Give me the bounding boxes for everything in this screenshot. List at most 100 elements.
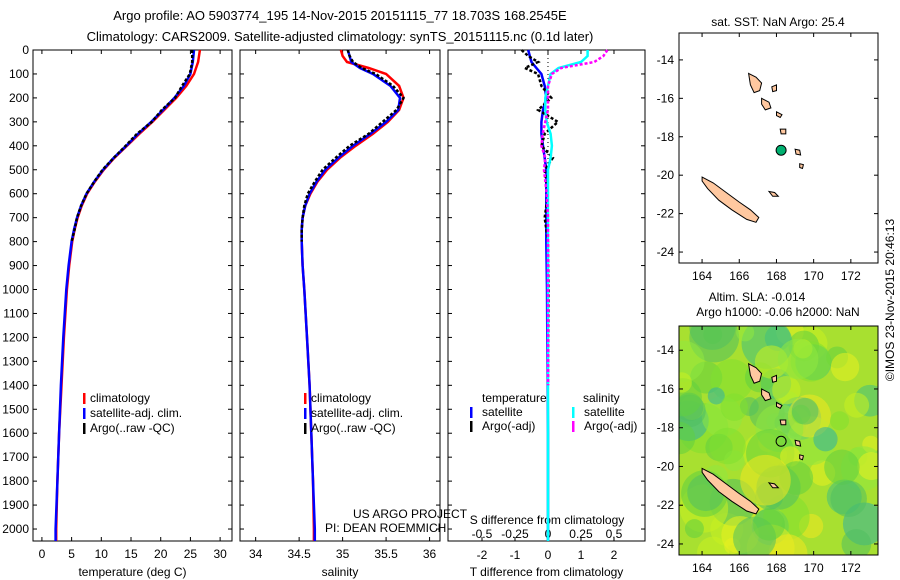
y-tick-label: 1800 bbox=[2, 474, 29, 488]
island bbox=[799, 454, 804, 461]
series-line-t-argo-adj- bbox=[520, 49, 560, 386]
temperature-panel: 0 5 10 15 20 25 30 temperature (deg C) 0 100 200 30… bbox=[2, 43, 233, 579]
map-frame bbox=[678, 325, 879, 556]
x2-tick-label: -0.5 bbox=[472, 527, 493, 541]
legend-label: satellite bbox=[482, 405, 523, 419]
sla-heatmap bbox=[679, 326, 878, 555]
y-tick-label: 400 bbox=[9, 139, 29, 153]
legend-label: climatology bbox=[311, 391, 371, 405]
y-tick-label: 900 bbox=[9, 259, 29, 273]
legend-swatch bbox=[470, 407, 473, 418]
y-tick-label: 2000 bbox=[2, 522, 29, 536]
legend-label: Argo(..raw -QC) bbox=[90, 421, 175, 435]
island bbox=[779, 419, 787, 426]
y-tick-label: 1100 bbox=[3, 306, 29, 320]
lat-tick-label: -18 bbox=[657, 421, 675, 435]
legend-label: Argo(..raw -QC) bbox=[311, 421, 396, 435]
heatmap-cell bbox=[844, 392, 870, 418]
x-axis-label: temperature (deg C) bbox=[78, 565, 186, 579]
x-tick-label: 35 bbox=[336, 547, 350, 561]
legend-swatch bbox=[83, 393, 86, 404]
x-tick-label: 34 bbox=[249, 547, 263, 561]
island bbox=[776, 401, 783, 409]
island bbox=[747, 72, 763, 94]
lon-tick-label: 166 bbox=[729, 561, 749, 575]
lon-tick-label: 170 bbox=[804, 269, 824, 283]
lat-tick-label: -22 bbox=[657, 498, 675, 512]
y-tick-label: 1700 bbox=[2, 450, 29, 464]
legend-label: Argo(-adj) bbox=[482, 419, 535, 433]
heatmap-cell bbox=[813, 427, 838, 452]
series-line-s-satellite bbox=[544, 50, 589, 541]
heatmap-cell bbox=[753, 508, 785, 541]
plot-frame bbox=[32, 49, 233, 542]
lat-tick-label: -18 bbox=[657, 130, 675, 144]
x-tick-label: 1 bbox=[578, 548, 585, 562]
lat-tick-label: -20 bbox=[657, 459, 675, 473]
argo-float-marker bbox=[775, 435, 787, 447]
lon-tick-label: 172 bbox=[841, 561, 861, 575]
legend-swatch bbox=[304, 423, 307, 434]
island bbox=[761, 97, 772, 111]
figure-title-line1: Argo profile: AO 5903774_195 14-Nov-2015… bbox=[113, 8, 567, 23]
y-tick-label: 500 bbox=[9, 163, 29, 177]
series-line-satellite-adj-clim- bbox=[54, 49, 196, 541]
project-label: US ARGO PROJECT bbox=[353, 507, 468, 521]
series-line-climatology bbox=[300, 49, 405, 541]
y-tick-label: 0 bbox=[22, 43, 29, 57]
legend-swatch bbox=[83, 423, 86, 434]
series-line-t-satellite bbox=[526, 49, 550, 541]
legend-label: satellite bbox=[584, 405, 625, 419]
credit-label: ©IMOS 23-Nov-2015 20:46:13 bbox=[883, 219, 897, 382]
y-tick-label: 600 bbox=[9, 187, 29, 201]
plot-frame bbox=[239, 49, 441, 542]
x2-tick-label: 0.5 bbox=[606, 527, 623, 541]
island bbox=[776, 110, 783, 119]
legend-swatch bbox=[572, 407, 575, 418]
sla-map-title-line1: Altim. SLA: -0.014 bbox=[709, 290, 806, 304]
y-tick-label: 800 bbox=[9, 235, 29, 249]
x-tick-label: 25 bbox=[184, 547, 198, 561]
y-tick-label: 1300 bbox=[2, 354, 29, 368]
heatmap-cell bbox=[768, 534, 808, 555]
y-tick-label: 1900 bbox=[2, 498, 29, 512]
heatmap-cell bbox=[679, 421, 696, 455]
heatmap-cell bbox=[707, 387, 725, 405]
lat-tick-label: -24 bbox=[657, 245, 675, 259]
sla-map-title-line2: Argo h1000: -0.06 h2000: NaN bbox=[696, 305, 859, 319]
island bbox=[701, 176, 760, 223]
plot-frame bbox=[447, 49, 646, 542]
heatmap-cell bbox=[777, 338, 819, 380]
y-tick-label: 1600 bbox=[2, 426, 29, 440]
legend-label: Argo(-adj) bbox=[584, 419, 637, 433]
sst-map: 164 166 168 170 172 -14 -16 -18 -20 -22 -24 sat. SS… bbox=[657, 15, 879, 283]
lat-tick-label: -16 bbox=[657, 91, 675, 105]
x-axis-label: T difference from climatology bbox=[470, 565, 624, 579]
heatmap-cell bbox=[841, 529, 872, 555]
legend-swatch bbox=[470, 421, 473, 432]
x-tick-label: -2 bbox=[477, 548, 488, 562]
lat-tick-label: -22 bbox=[657, 207, 675, 221]
heatmap-cell bbox=[857, 452, 878, 481]
island bbox=[747, 362, 763, 384]
heatmap-cell bbox=[791, 397, 819, 425]
x-axis-label: salinity bbox=[322, 565, 359, 579]
lon-tick-label: 172 bbox=[841, 269, 861, 283]
lon-tick-label: 164 bbox=[692, 561, 712, 575]
lon-tick-label: 166 bbox=[729, 269, 749, 283]
heatmap-cell bbox=[709, 427, 746, 465]
map-frame bbox=[678, 32, 879, 264]
legend-label: satellite-adj. clim. bbox=[311, 406, 403, 420]
x-tick-label: 36 bbox=[423, 547, 437, 561]
heatmap-cell bbox=[740, 454, 791, 506]
island bbox=[794, 148, 802, 156]
x-tick-label: 15 bbox=[124, 547, 138, 561]
series-line-climatology bbox=[54, 49, 202, 541]
salinity-panel: 34 34.5 35 35.5 36 salinity climatologysatelli… bbox=[239, 49, 441, 579]
lon-tick-label: 168 bbox=[766, 269, 786, 283]
lat-tick-label: -24 bbox=[657, 537, 675, 551]
heatmap-cell bbox=[689, 326, 736, 350]
x-tick-label: -1 bbox=[510, 548, 521, 562]
island bbox=[779, 128, 787, 135]
legend-label: satellite-adj. clim. bbox=[90, 406, 182, 420]
